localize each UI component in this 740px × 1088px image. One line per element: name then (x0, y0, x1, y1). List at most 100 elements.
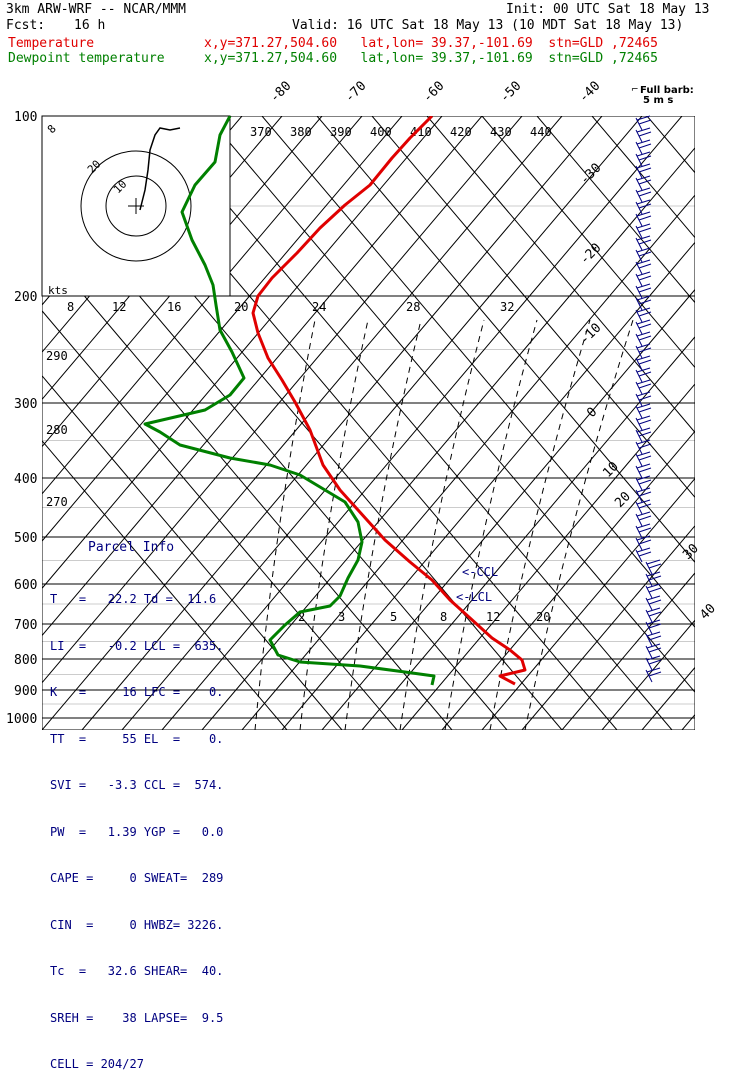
isotherm-line (42, 116, 43, 117)
theta-label: 370 (250, 125, 272, 139)
wind-barbs (635, 115, 662, 683)
wind-barb (635, 523, 652, 539)
isotherm-line (0, 116, 2, 730)
wind-barb (645, 607, 662, 623)
hodo-speed-label: 8 (67, 300, 74, 314)
isotherm-line (681, 713, 695, 730)
theta-label: 440 (530, 125, 552, 139)
isotherm-label: -50 (497, 79, 524, 106)
wind-barb (635, 355, 652, 371)
wind-barb (635, 319, 652, 335)
parcel-info-table: T = 22.2 Td = 11.6 LI = -0.2 LCL = 635. … (50, 561, 223, 1088)
adiabat-line (426, 116, 695, 434)
wind-barb (645, 595, 662, 611)
barb-legend-line2: 5 m s (643, 95, 673, 106)
isotherm-line (121, 116, 643, 730)
wind-barb (645, 583, 662, 599)
wind-barb (645, 667, 662, 683)
pressure-tick-label: 100 (14, 110, 37, 125)
parcel-row: CELL = 204/27 (50, 1057, 144, 1071)
barb-legend-sample-icon: ⌐ (631, 85, 639, 95)
adiabat-line (481, 116, 695, 369)
wind-barb (635, 223, 652, 239)
moist-adiabat (524, 319, 634, 730)
parcel-row: CIN = 0 HWBZ= 3226. (50, 917, 224, 932)
pressure-tick-label: 500 (14, 531, 37, 546)
parcel-row: LI = -0.2 LCL = 635. (50, 638, 224, 653)
isotherm-label: -20 (577, 241, 604, 268)
isotherm-line (521, 524, 695, 730)
isotherm-label: -80 (267, 79, 294, 106)
left-theta-label: 290 (46, 349, 68, 363)
wind-barb (645, 559, 662, 575)
temperature-station-info: x,y=371.27,504.60 lat,lon= 39.37,-101.69… (204, 36, 658, 51)
hodo-trace (139, 127, 181, 211)
wind-barb (635, 511, 652, 527)
isotherm-line (81, 116, 603, 730)
wind-barb (635, 343, 652, 359)
theta-label: 420 (450, 125, 472, 139)
wind-barb (635, 187, 652, 203)
adiabat-line (206, 116, 695, 693)
moist-adiabat (299, 319, 369, 730)
wind-barb (635, 283, 652, 299)
isotherm-line (321, 288, 695, 730)
adiabat-line (536, 116, 695, 304)
wind-barb (635, 271, 652, 287)
wind-barb (635, 367, 652, 383)
mixing-ratio-label: 8 (440, 610, 447, 624)
isotherm-line (481, 477, 695, 730)
isotherm-line (441, 430, 695, 730)
wind-barb (635, 163, 652, 179)
barb-legend-line1: Full barb: (640, 85, 694, 96)
theta-labels: 370 380 390 400 410 420 430 440 290 280 270 2 3 5 8 12 2… (46, 125, 552, 624)
hodo-speed-label: 24 (312, 300, 326, 314)
parcel-row: Tc = 32.6 SHEAR= 40. (50, 964, 224, 978)
parcel-info-title: Parcel Info (88, 540, 175, 555)
wind-barb (635, 451, 652, 467)
isotherm-line (42, 116, 483, 637)
adiabat-line (702, 116, 740, 730)
theta-label: 380 (290, 125, 312, 139)
wind-barb (635, 211, 652, 227)
isotherm-line (601, 619, 695, 730)
fcst-value: 16 h (74, 18, 106, 33)
pressure-tick-label: 400 (14, 472, 37, 487)
isotherm-line (42, 116, 403, 542)
theta-label: 410 (410, 125, 432, 139)
pressure-tick-label: 900 (14, 684, 37, 699)
adiabat-line (42, 310, 398, 730)
parcel-row: K = 16 LFC = 0. (50, 685, 224, 699)
isotherm-line (42, 116, 363, 495)
moist-adiabat (254, 319, 316, 730)
wind-barb (635, 499, 652, 515)
isotherm-line (361, 336, 695, 730)
wind-barb (635, 463, 652, 479)
mixing-ratio-label: 3 (338, 610, 345, 624)
hodo-speed-label: 20 (234, 300, 248, 314)
theta-label: 400 (370, 125, 392, 139)
dewpoint-station-info: x,y=371.27,504.60 lat,lon= 39.37,-101.69… (204, 51, 658, 66)
sounding-series (143, 116, 527, 686)
hodo-ring (105, 175, 167, 237)
isotherm-label: 30 (680, 541, 702, 563)
isotherm-line (722, 116, 740, 730)
pressure-tick-label: 1000 (6, 712, 37, 727)
isotherm-label: -70 (342, 79, 369, 106)
parcel-row: PW = 1.39 YGP = 0.0 (50, 824, 224, 839)
pressure-tick-label: 200 (14, 290, 37, 305)
wind-barb (635, 259, 652, 275)
hodo-speed-label: 12 (112, 300, 126, 314)
wind-barb (645, 619, 662, 635)
isotherm-line (201, 147, 695, 730)
theta-label: 430 (490, 125, 512, 139)
valid-time: Valid: 16 UTC Sat 18 May 13 (10 MDT Sat … (292, 18, 684, 33)
isotherm-label: -60 (420, 79, 447, 106)
moist-adiabat (399, 319, 485, 730)
wind-barb (635, 115, 652, 131)
adiabat-line (371, 116, 695, 499)
isotherm-line (42, 116, 523, 684)
wind-barb (635, 175, 652, 191)
hodo-speed-label: 16 (167, 300, 181, 314)
